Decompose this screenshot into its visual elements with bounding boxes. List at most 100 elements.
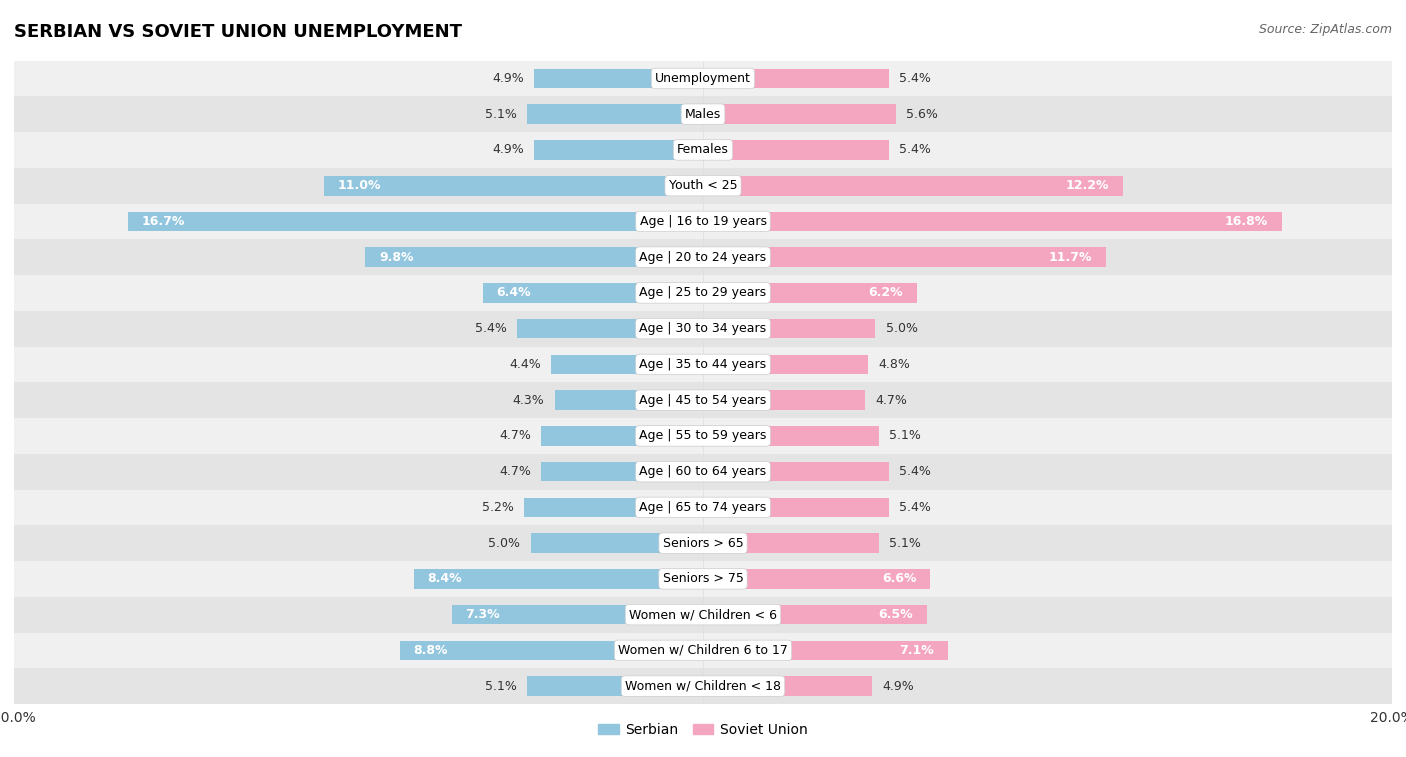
Bar: [527, 676, 703, 696]
Text: Age | 60 to 64 years: Age | 60 to 64 years: [640, 465, 766, 478]
Text: Age | 45 to 54 years: Age | 45 to 54 years: [640, 394, 766, 407]
Text: Age | 30 to 34 years: Age | 30 to 34 years: [640, 322, 766, 335]
Text: 4.8%: 4.8%: [879, 358, 911, 371]
Text: 5.0%: 5.0%: [886, 322, 918, 335]
Text: Age | 25 to 29 years: Age | 25 to 29 years: [640, 286, 766, 300]
Bar: [703, 497, 889, 517]
Text: 6.4%: 6.4%: [496, 286, 531, 300]
Bar: [703, 426, 879, 446]
Bar: [703, 534, 879, 553]
Bar: [703, 605, 927, 625]
Text: 6.2%: 6.2%: [868, 286, 903, 300]
Text: Source: ZipAtlas.com: Source: ZipAtlas.com: [1258, 23, 1392, 36]
Text: 9.8%: 9.8%: [380, 251, 413, 263]
Text: Age | 16 to 19 years: Age | 16 to 19 years: [640, 215, 766, 228]
Bar: [531, 534, 703, 553]
Bar: [703, 569, 931, 589]
Text: 4.4%: 4.4%: [509, 358, 541, 371]
Bar: [14, 525, 1392, 561]
Text: 4.9%: 4.9%: [492, 143, 524, 157]
Bar: [366, 248, 703, 267]
Bar: [14, 96, 1392, 132]
Text: Seniors > 65: Seniors > 65: [662, 537, 744, 550]
Text: 4.7%: 4.7%: [499, 465, 531, 478]
Text: 5.4%: 5.4%: [900, 465, 931, 478]
Text: Seniors > 75: Seniors > 75: [662, 572, 744, 585]
Text: 12.2%: 12.2%: [1066, 179, 1109, 192]
Text: 11.7%: 11.7%: [1049, 251, 1092, 263]
Bar: [534, 140, 703, 160]
Text: Age | 20 to 24 years: Age | 20 to 24 years: [640, 251, 766, 263]
Text: 6.6%: 6.6%: [882, 572, 917, 585]
Bar: [128, 212, 703, 231]
Bar: [527, 104, 703, 124]
Bar: [703, 640, 948, 660]
Bar: [14, 275, 1392, 311]
Bar: [413, 569, 703, 589]
Bar: [703, 462, 889, 481]
Text: Women w/ Children < 18: Women w/ Children < 18: [626, 680, 780, 693]
Bar: [14, 418, 1392, 453]
Bar: [14, 204, 1392, 239]
Bar: [14, 597, 1392, 633]
Text: 5.4%: 5.4%: [900, 72, 931, 85]
Bar: [14, 668, 1392, 704]
Text: Women w/ Children < 6: Women w/ Children < 6: [628, 608, 778, 621]
Bar: [703, 319, 875, 338]
Text: 6.5%: 6.5%: [879, 608, 912, 621]
Bar: [703, 176, 1123, 195]
Legend: Serbian, Soviet Union: Serbian, Soviet Union: [592, 717, 814, 742]
Bar: [551, 354, 703, 374]
Bar: [14, 168, 1392, 204]
Bar: [517, 319, 703, 338]
Bar: [14, 490, 1392, 525]
Text: SERBIAN VS SOVIET UNION UNEMPLOYMENT: SERBIAN VS SOVIET UNION UNEMPLOYMENT: [14, 23, 463, 41]
Bar: [703, 354, 869, 374]
Bar: [703, 391, 865, 410]
Bar: [14, 453, 1392, 490]
Text: Males: Males: [685, 107, 721, 120]
Bar: [541, 426, 703, 446]
Bar: [703, 140, 889, 160]
Text: 5.1%: 5.1%: [485, 680, 517, 693]
Bar: [703, 283, 917, 303]
Bar: [14, 61, 1392, 96]
Bar: [14, 382, 1392, 418]
Text: 4.9%: 4.9%: [492, 72, 524, 85]
Text: 7.1%: 7.1%: [898, 644, 934, 657]
Bar: [703, 69, 889, 89]
Bar: [703, 248, 1107, 267]
Bar: [399, 640, 703, 660]
Text: 11.0%: 11.0%: [337, 179, 381, 192]
Text: 5.4%: 5.4%: [900, 143, 931, 157]
Text: 5.4%: 5.4%: [475, 322, 506, 335]
Text: Age | 55 to 59 years: Age | 55 to 59 years: [640, 429, 766, 442]
Text: Unemployment: Unemployment: [655, 72, 751, 85]
Bar: [14, 132, 1392, 168]
Text: 5.1%: 5.1%: [889, 537, 921, 550]
Text: Age | 35 to 44 years: Age | 35 to 44 years: [640, 358, 766, 371]
Bar: [703, 104, 896, 124]
Text: 16.7%: 16.7%: [142, 215, 184, 228]
Text: 4.7%: 4.7%: [875, 394, 907, 407]
Text: 5.6%: 5.6%: [907, 107, 938, 120]
Text: 16.8%: 16.8%: [1225, 215, 1268, 228]
Bar: [14, 561, 1392, 597]
Bar: [534, 69, 703, 89]
Text: 5.0%: 5.0%: [488, 537, 520, 550]
Text: 5.4%: 5.4%: [900, 501, 931, 514]
Text: 8.4%: 8.4%: [427, 572, 463, 585]
Bar: [482, 283, 703, 303]
Text: 7.3%: 7.3%: [465, 608, 501, 621]
Text: 5.2%: 5.2%: [482, 501, 513, 514]
Bar: [14, 633, 1392, 668]
Text: Age | 65 to 74 years: Age | 65 to 74 years: [640, 501, 766, 514]
Text: 4.7%: 4.7%: [499, 429, 531, 442]
Text: 4.3%: 4.3%: [513, 394, 544, 407]
Text: 5.1%: 5.1%: [485, 107, 517, 120]
Bar: [14, 347, 1392, 382]
Text: 4.9%: 4.9%: [882, 680, 914, 693]
Bar: [14, 239, 1392, 275]
Text: 5.1%: 5.1%: [889, 429, 921, 442]
Bar: [703, 676, 872, 696]
